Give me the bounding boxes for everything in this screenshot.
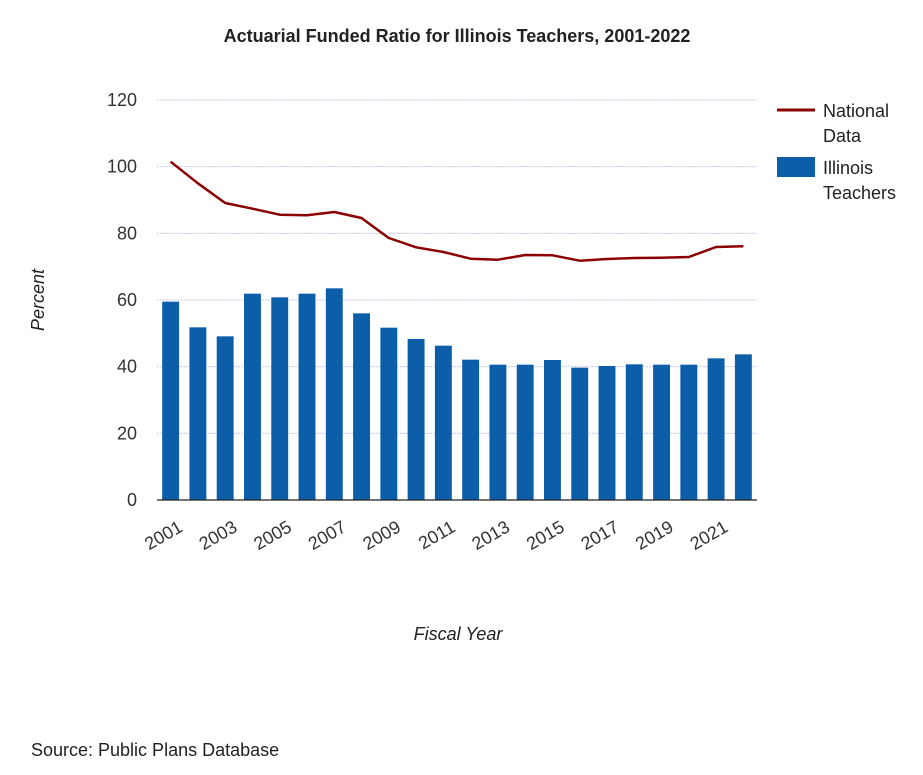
bar-2018	[625, 364, 643, 500]
y-tick-40: 40	[117, 357, 137, 377]
y-axis-ticks: 0 20 40 60 80 100 120	[107, 90, 137, 510]
y-tick-120: 120	[107, 90, 137, 110]
bar-2008	[353, 313, 370, 500]
x-tick-2011: 2011	[415, 517, 459, 554]
bar-2016	[571, 367, 589, 500]
legend-illinois-swatch	[777, 157, 815, 177]
bar-2002	[189, 327, 207, 500]
x-tick-2007: 2007	[305, 517, 350, 554]
bar-2007	[325, 288, 343, 500]
legend-illinois-label-0: Illinois	[823, 158, 873, 178]
x-tick-2005: 2005	[250, 517, 295, 554]
y-tick-0: 0	[127, 490, 137, 510]
y-tick-60: 60	[117, 290, 137, 310]
national-data-line	[169, 160, 744, 262]
y-tick-100: 100	[107, 157, 137, 177]
bar-2012	[462, 359, 480, 500]
legend: National Data Illinois Teachers	[777, 101, 896, 203]
bar-series	[162, 288, 752, 500]
x-tick-2003: 2003	[196, 517, 241, 554]
bar-2021	[707, 358, 725, 500]
x-tick-2021: 2021	[687, 517, 732, 554]
bar-2005	[271, 297, 289, 500]
bar-2014	[516, 364, 534, 500]
bar-2019	[653, 364, 670, 500]
x-tick-2001: 2001	[141, 517, 186, 554]
bar-2009	[380, 327, 398, 500]
bar-2020	[680, 364, 698, 500]
bar-2013	[489, 364, 507, 500]
x-tick-2017: 2017	[578, 517, 623, 554]
x-axis-title: Fiscal Year	[414, 624, 504, 644]
bar-2011	[434, 345, 452, 500]
legend-national-label-0: National	[823, 101, 889, 121]
legend-national-label-1: Data	[823, 126, 862, 146]
bar-2001	[162, 301, 180, 500]
x-tick-2009: 2009	[359, 517, 404, 554]
source-note: Source: Public Plans Database	[31, 740, 280, 760]
bar-2003	[216, 336, 234, 500]
bar-2017	[598, 366, 616, 500]
bar-2022	[734, 354, 752, 500]
bar-2004	[244, 293, 261, 500]
line-series	[169, 160, 744, 262]
bar-2015	[544, 360, 561, 500]
bar-2010	[407, 339, 425, 500]
x-tick-2015: 2015	[523, 517, 568, 554]
bar-2006	[298, 293, 316, 500]
y-axis-title: Percent	[28, 268, 48, 331]
x-tick-2019: 2019	[632, 517, 677, 554]
chart-title: Actuarial Funded Ratio for Illinois Teac…	[224, 26, 691, 46]
y-tick-80: 80	[117, 223, 137, 243]
x-axis-ticks: 2001 2003 2005 2007 2009 2011 2013 2015 2017 2019…	[141, 517, 731, 554]
y-tick-20: 20	[117, 423, 137, 443]
legend-illinois-label-1: Teachers	[823, 183, 896, 203]
x-tick-2013: 2013	[468, 517, 513, 554]
